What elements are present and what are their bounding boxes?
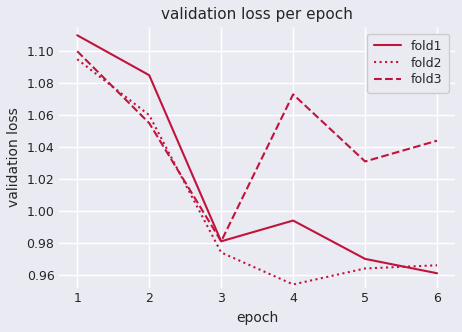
fold3 xyxy=(146,121,152,125)
Line: fold3: fold3 xyxy=(77,51,437,241)
fold2 xyxy=(146,113,152,117)
X-axis label: epoch: epoch xyxy=(236,311,278,325)
fold3 xyxy=(290,92,296,96)
Y-axis label: validation loss: validation loss xyxy=(7,108,21,207)
Legend: fold1, fold2, fold3: fold1, fold2, fold3 xyxy=(367,34,449,93)
fold2 xyxy=(74,57,80,61)
fold2 xyxy=(362,267,368,271)
fold3 xyxy=(434,139,440,143)
fold3 xyxy=(74,49,80,53)
fold1 xyxy=(146,73,152,77)
Line: fold1: fold1 xyxy=(77,35,437,273)
fold2 xyxy=(290,283,296,287)
Line: fold2: fold2 xyxy=(77,59,437,285)
fold1 xyxy=(74,33,80,37)
fold1 xyxy=(362,257,368,261)
fold2 xyxy=(219,251,224,255)
fold1 xyxy=(219,239,224,243)
fold3 xyxy=(362,159,368,163)
fold1 xyxy=(290,218,296,222)
Title: validation loss per epoch: validation loss per epoch xyxy=(161,7,353,22)
fold3 xyxy=(219,239,224,243)
fold1 xyxy=(434,271,440,275)
fold2 xyxy=(434,263,440,267)
